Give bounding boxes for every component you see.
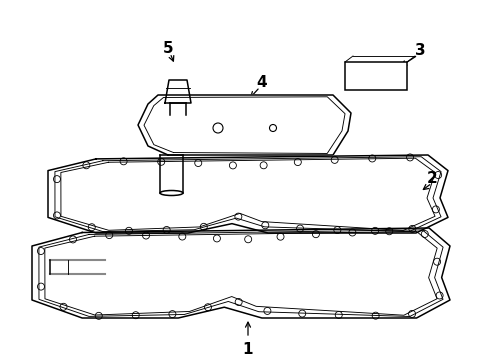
Text: 4: 4 <box>256 75 267 90</box>
Text: 2: 2 <box>426 171 436 185</box>
Polygon shape <box>164 80 191 103</box>
Polygon shape <box>48 155 447 233</box>
Text: 1: 1 <box>242 342 253 357</box>
Text: 3: 3 <box>414 42 425 58</box>
Polygon shape <box>32 228 449 318</box>
FancyBboxPatch shape <box>345 62 406 90</box>
Text: 5: 5 <box>163 41 173 55</box>
Polygon shape <box>138 95 350 155</box>
